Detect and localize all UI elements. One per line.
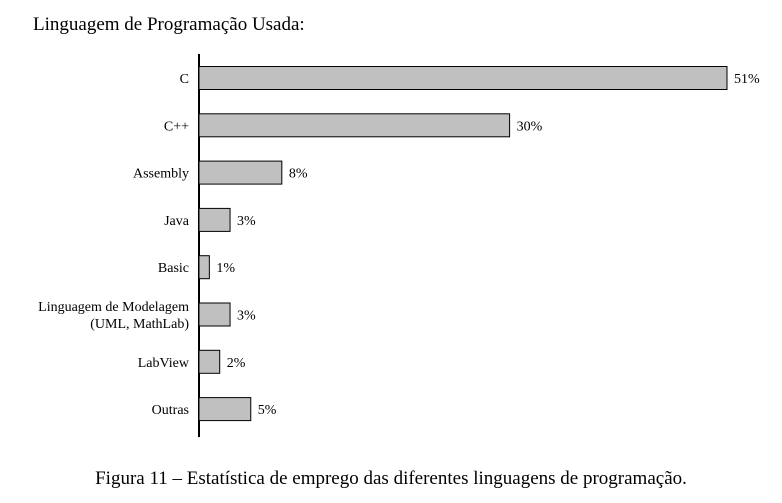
category-label-line: C++	[164, 119, 189, 134]
category-label-line: LabView	[138, 356, 190, 371]
bar-chart: C 51% C++ 30% Assembly 8% Java 3% Basic 1% Linguag…	[38, 54, 760, 438]
category-label-line: Assembly	[133, 167, 189, 182]
category-label-line: (UML, MathLab)	[90, 317, 189, 332]
category-label-4: Basic	[158, 261, 189, 276]
category-label-2: Assembly	[133, 167, 189, 182]
chart-title: Linguagem de Programação Usada:	[33, 14, 305, 35]
category-label-line: Linguagem de Modelagem	[38, 300, 189, 315]
bar-2	[198, 160, 283, 185]
data-label-1: 30%	[517, 119, 543, 134]
bar-7	[198, 397, 252, 422]
data-label-4: 1%	[216, 261, 235, 276]
category-label-6: LabView	[138, 356, 190, 371]
category-label-0: C	[180, 72, 189, 87]
category-label-1: C++	[164, 119, 189, 134]
category-label-3: Java	[164, 214, 190, 229]
data-label-0: 51%	[734, 72, 760, 87]
bar-5	[198, 302, 231, 327]
category-label-5: Linguagem de Modelagem (UML, MathLab)	[38, 300, 189, 332]
bar-3	[198, 207, 231, 232]
category-label-line: Java	[164, 214, 190, 229]
category-label-line: Outras	[152, 403, 189, 418]
category-label-line: C	[180, 72, 189, 87]
data-label-3: 3%	[237, 214, 256, 229]
data-label-6: 2%	[227, 356, 246, 371]
bar-6	[198, 349, 221, 374]
data-label-2: 8%	[289, 167, 308, 182]
category-label-7: Outras	[152, 403, 189, 418]
data-label-7: 5%	[258, 403, 277, 418]
bar-1	[198, 113, 511, 138]
category-label-line: Basic	[158, 261, 189, 276]
bar-0	[198, 66, 728, 90]
bar-4	[198, 255, 210, 280]
data-label-5: 3%	[237, 309, 256, 324]
figure-caption: Figura 11 – Estatística de emprego das d…	[95, 468, 687, 489]
